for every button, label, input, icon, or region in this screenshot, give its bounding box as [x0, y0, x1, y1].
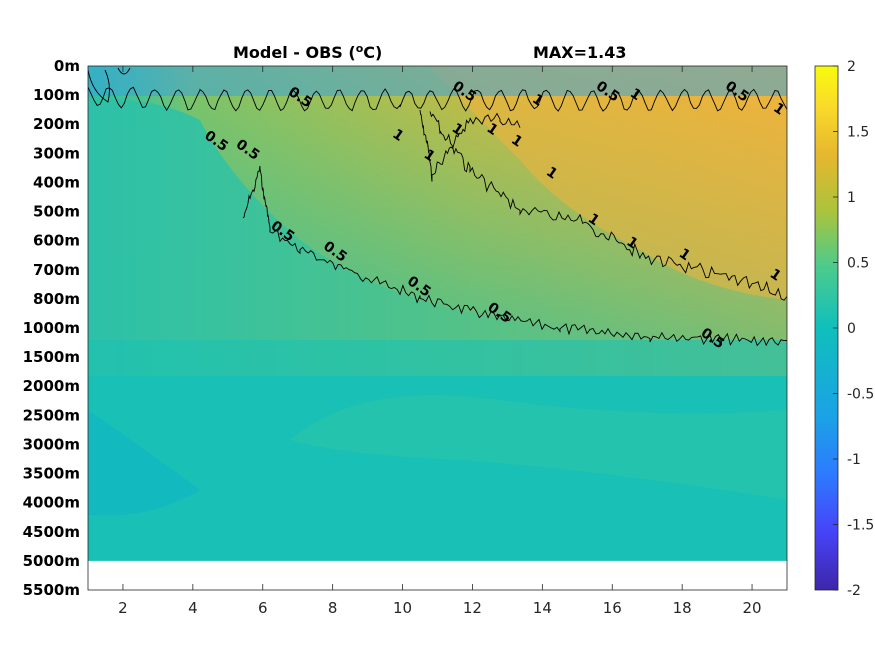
y-tick-label: 4500m: [23, 523, 80, 541]
heatmap-hot-region: [430, 66, 787, 300]
contour-line-0.5-corner: [88, 69, 110, 103]
contour-line-0.5-deep: [242, 165, 787, 347]
y-tick-label: 3000m: [23, 435, 80, 453]
colorbar: 2 1.5 1 0.5 0 -0.5 -1 -1.5 -2: [814, 59, 874, 599]
x-tick-label: 16: [603, 599, 622, 617]
x-tick-label: 12: [463, 599, 482, 617]
y-tick-label: 300m: [33, 144, 80, 162]
x-tick-label: 18: [673, 599, 692, 617]
x-tick-label: 6: [258, 599, 268, 617]
y-tick-label: 1500m: [23, 348, 80, 366]
no-data-region: [88, 560, 787, 590]
colorbar-tick-label: 1.5: [847, 125, 869, 141]
plot-frame: [87, 65, 788, 591]
heatmap-surface-layer: [88, 66, 787, 96]
heatmap-field: [88, 66, 787, 561]
contour-line-0.5-upper: [88, 86, 787, 112]
y-axis: 0m 100m 200m 300m 400m 500m 600m 700m 800m 1000m 1…: [23, 57, 80, 599]
colorbar-tick-label: 1: [847, 190, 856, 206]
y-tick-label: 100m: [33, 86, 80, 104]
colorbar-tick-label: 0: [847, 321, 856, 337]
x-tick-label: 14: [533, 599, 552, 617]
x-tick-label: 4: [188, 599, 198, 617]
y-tick-label: 2000m: [23, 377, 80, 395]
x-tick-label: 20: [743, 599, 762, 617]
x-tick-label: 10: [393, 599, 412, 617]
y-tick-label: 1000m: [23, 319, 80, 337]
y-tick-label: 700m: [33, 261, 80, 279]
colorbar-ticks: 2 1.5 1 0.5 0 -0.5 -1 -1.5 -2: [833, 59, 874, 599]
y-tick-label: 0m: [54, 57, 80, 75]
y-tick-label: 4000m: [23, 494, 80, 512]
max-annotation: MAX=1.43: [533, 43, 627, 62]
colorbar-tick-label: 0.5: [847, 256, 869, 272]
x-tick-label: 8: [328, 599, 338, 617]
y-tick-label: 5000m: [23, 552, 80, 570]
contour-lines: [88, 67, 787, 347]
colorbar-tick-label: 2: [847, 59, 856, 75]
colorbar-tick-label: -0.5: [847, 387, 874, 403]
x-axis: 2 4 6 8 10 12 14 16 18 20: [118, 66, 762, 617]
heatmap-deep-lens: [290, 395, 787, 500]
y-tick-label: 600m: [33, 232, 80, 250]
chart-title: Model - OBS (oC): [233, 42, 382, 62]
y-tick-label: 400m: [33, 173, 80, 191]
contour-line-1-inner: [419, 109, 521, 182]
y-tick-label: 800m: [33, 290, 80, 308]
y-tick-label: 3500m: [23, 465, 80, 483]
contour-line-0.5-corner-2: [117, 67, 131, 75]
contour-line-1-outer: [429, 111, 787, 301]
y-tick-label: 2500m: [23, 406, 80, 424]
y-tick-label: 500m: [33, 203, 80, 221]
colorbar-tick-label: -1.5: [847, 518, 874, 534]
x-tick-label: 2: [118, 599, 128, 617]
heatmap-deep-tongue: [88, 410, 200, 516]
colorbar-tick-label: -2: [847, 583, 861, 599]
y-tick-label: 5500m: [23, 581, 80, 599]
y-tick-label: 200m: [33, 115, 80, 133]
colorbar-tick-label: -1: [847, 452, 861, 468]
